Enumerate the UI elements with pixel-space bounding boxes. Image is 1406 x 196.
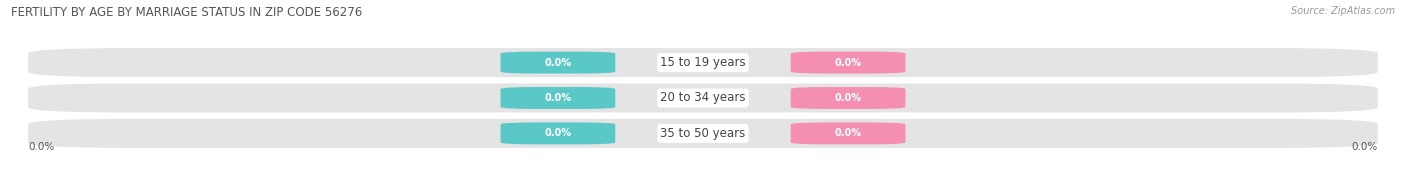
- FancyBboxPatch shape: [790, 122, 905, 144]
- Text: 0.0%: 0.0%: [835, 128, 862, 138]
- Text: 20 to 34 years: 20 to 34 years: [661, 92, 745, 104]
- FancyBboxPatch shape: [28, 119, 1378, 148]
- FancyBboxPatch shape: [501, 122, 616, 144]
- Text: FERTILITY BY AGE BY MARRIAGE STATUS IN ZIP CODE 56276: FERTILITY BY AGE BY MARRIAGE STATUS IN Z…: [11, 6, 363, 19]
- Text: Source: ZipAtlas.com: Source: ZipAtlas.com: [1291, 6, 1395, 16]
- Text: 0.0%: 0.0%: [835, 93, 862, 103]
- FancyBboxPatch shape: [28, 48, 1378, 77]
- Text: 0.0%: 0.0%: [28, 142, 55, 152]
- FancyBboxPatch shape: [28, 83, 1378, 113]
- Text: 0.0%: 0.0%: [544, 58, 571, 68]
- FancyBboxPatch shape: [501, 87, 616, 109]
- Text: 0.0%: 0.0%: [544, 128, 571, 138]
- Text: 15 to 19 years: 15 to 19 years: [661, 56, 745, 69]
- Text: 0.0%: 0.0%: [835, 58, 862, 68]
- FancyBboxPatch shape: [790, 87, 905, 109]
- Text: 0.0%: 0.0%: [544, 93, 571, 103]
- FancyBboxPatch shape: [501, 52, 616, 74]
- Text: 35 to 50 years: 35 to 50 years: [661, 127, 745, 140]
- Text: 0.0%: 0.0%: [1351, 142, 1378, 152]
- FancyBboxPatch shape: [790, 52, 905, 74]
